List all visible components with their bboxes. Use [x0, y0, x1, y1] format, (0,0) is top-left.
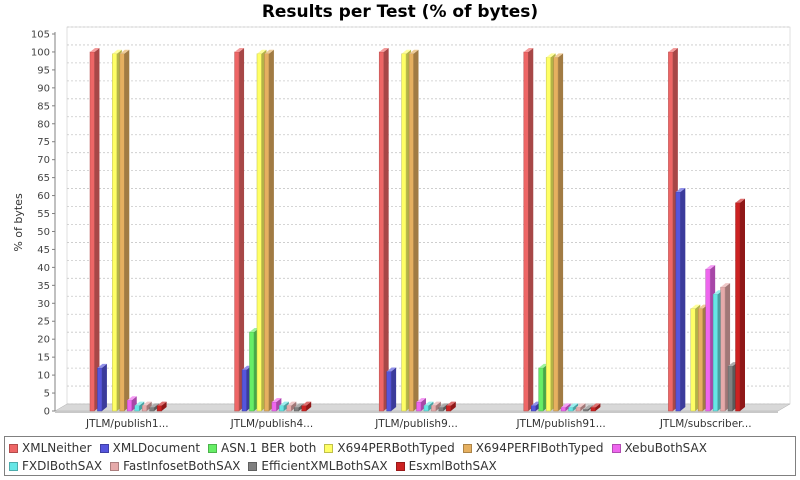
bar-xmlneither-4	[523, 47, 534, 412]
legend-swatch	[248, 461, 258, 471]
legend-swatch	[462, 443, 472, 453]
bar-xmlneither-3	[378, 47, 389, 412]
legend-label: FastInfosetBothSAX	[123, 459, 241, 473]
bar-fxdibothsax-1	[134, 401, 145, 412]
bar-fastinfosetbothsax-4	[575, 403, 586, 412]
legend-item: X694PERFIBothTyped	[462, 440, 604, 456]
y-tick-label: 25	[37, 317, 50, 328]
bar-fxdibothsax-3	[423, 401, 434, 412]
legend-item: EfficientXMLBothSAX	[248, 458, 388, 474]
legend-label: FXDIBothSAX	[22, 459, 103, 473]
x-tick-label: JTLM/subscriber...	[659, 418, 752, 430]
legend-swatch	[324, 443, 334, 453]
bar-esxmlbothsax-4	[590, 403, 601, 412]
bar-x694perfibothtyped-1	[119, 49, 130, 412]
y-tick-label: 85	[37, 101, 50, 112]
bar-efficientxmlbothsax-4	[583, 405, 593, 412]
legend-label: XMLDocument	[112, 441, 201, 455]
y-tick-label: 55	[37, 209, 50, 220]
bar-esxmlbothsax-2	[301, 401, 312, 412]
bar-chart: 0 5 10 15 20 25 30 35 40 45 50 55 60 65 70 75 80 85 90 95 10…	[12, 26, 791, 430]
y-tick-label: 105	[31, 30, 50, 41]
bar-fxdibothsax-4	[568, 403, 579, 412]
legend-swatch	[9, 461, 18, 471]
legend-label: X694PERFIBothTyped	[475, 441, 604, 455]
legend-swatch	[611, 443, 621, 453]
chart-title: Results per Test (% of bytes)	[261, 2, 539, 22]
bar-esxmlbothsax-3	[446, 401, 456, 412]
legend-item: EsxmlBothSAX	[395, 458, 497, 474]
y-tick-label: 60	[37, 191, 50, 202]
y-tick-label: 75	[37, 137, 50, 148]
legend-swatch	[208, 443, 218, 453]
legend-swatch	[99, 443, 109, 453]
bar-x694perfibothtyped-3	[408, 49, 419, 412]
y-tick-label: 5	[44, 389, 50, 400]
legend-label: XMLNeither	[22, 441, 92, 455]
bar-fxdibothsax-2	[279, 401, 289, 412]
y-tick-label: 80	[37, 119, 50, 130]
y-tick-label: 30	[37, 299, 50, 310]
y-tick-label: 15	[37, 353, 50, 364]
legend-item: XebuBothSAX	[611, 440, 707, 456]
bar-xmldocument-1	[97, 363, 107, 412]
bar-esxmlbothsax-5	[735, 198, 745, 412]
y-tick-label: 70	[37, 155, 50, 166]
bar-x694perfibothtyped-4	[553, 53, 564, 412]
y-tick-label: 95	[37, 65, 50, 76]
legend-label: EfficientXMLBothSAX	[261, 459, 388, 473]
bar-xebubothsax-4	[560, 403, 571, 412]
y-tick-label: 20	[37, 335, 50, 346]
legend-label: X694PERBothTyped	[337, 441, 455, 455]
y-tick-label: 50	[37, 227, 50, 238]
chart-floor-edge	[55, 411, 778, 413]
y-tick-label: 0	[44, 407, 50, 418]
y-tick-label: 65	[37, 173, 50, 184]
y-tick-label: 35	[37, 281, 50, 292]
legend-swatch	[110, 461, 120, 471]
bar-fastinfosetbothsax-2	[286, 401, 297, 412]
bar-esxmlbothsax-1	[156, 401, 167, 412]
bar-fastinfosetbothsax-1	[141, 401, 152, 412]
legend-label: XebuBothSAX	[624, 441, 707, 455]
y-axis-title: % of bytes	[12, 193, 25, 252]
y-tick-label: 90	[37, 83, 50, 94]
bar-xmldocument-5	[675, 187, 686, 412]
legend-swatch	[9, 443, 18, 453]
y-tick-label: 10	[37, 371, 50, 382]
x-tick-label: JTLM/publish4...	[230, 418, 314, 430]
x-tick-label: JTLM/publish1...	[85, 418, 169, 430]
bar-xmlneither-2	[234, 47, 245, 412]
legend-item: X694PERBothTyped	[324, 440, 455, 456]
legend-item: XMLNeither	[9, 440, 92, 456]
legend-item: FXDIBothSAX	[9, 458, 102, 474]
legend-item: XMLDocument	[99, 440, 201, 456]
bar-xebubothsax-1	[127, 396, 137, 412]
legend-label: EsxmlBothSAX	[408, 459, 497, 473]
legend: XMLNeither XMLDocument ASN.1 BER both X694P…	[4, 436, 796, 476]
x-tick-label: JTLM/publish9...	[374, 418, 458, 430]
legend-item: FastInfosetBothSAX	[110, 458, 240, 474]
legend-items: XMLNeither XMLDocument ASN.1 BER both X694P…	[9, 440, 793, 474]
bar-xmldocument-3	[386, 367, 397, 412]
bar-x694perfibothtyped-2	[264, 49, 274, 412]
bar-fastinfosetbothsax-3	[431, 401, 441, 412]
bar-xmlneither-1	[89, 47, 100, 412]
legend-swatch	[395, 461, 405, 471]
y-tick-label: 100	[31, 47, 50, 58]
y-tick-label: 40	[37, 263, 50, 274]
legend-label: ASN.1 BER both	[221, 441, 317, 455]
x-tick-label: JTLM/publish91...	[515, 418, 605, 430]
legend-item: ASN.1 BER both	[208, 440, 316, 456]
y-tick-label: 45	[37, 245, 50, 256]
